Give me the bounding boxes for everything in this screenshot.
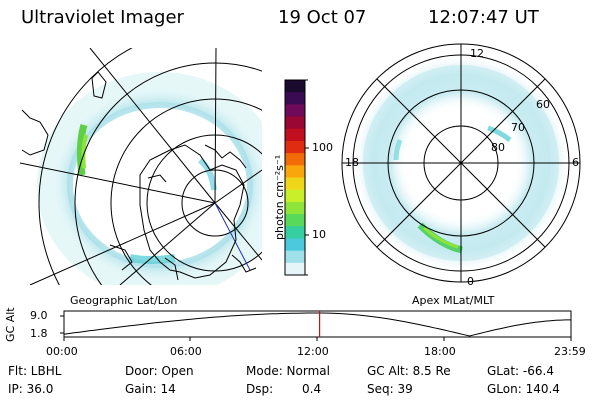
lat-label-60: 60 (536, 98, 550, 111)
status-dsp-label: Dsp: (246, 382, 274, 396)
mlt-label-6: 6 (572, 156, 579, 169)
status-glon: GLon: 140.4 (487, 382, 560, 396)
colorbar-swatch (285, 189, 305, 203)
time-tick-0600: 06:00 (170, 345, 202, 358)
colorbar-swatch (285, 250, 305, 264)
time-tick-1800: 18:00 (424, 345, 456, 358)
time-tick-2359: 23:59 (554, 345, 586, 358)
altitude-strip (60, 310, 572, 341)
geographic-map (20, 48, 262, 285)
status-door: Door: Open (125, 364, 194, 378)
colorbar-swatch (285, 165, 305, 178)
colorbar-unit-label: photon cm⁻²s⁻¹ (273, 154, 286, 240)
colorbar-swatch (285, 177, 305, 191)
colorbar-swatch (285, 153, 305, 166)
lat-label-70: 70 (511, 121, 525, 134)
meridian-lines (20, 48, 262, 285)
altitude-axis-label: GC Alt (4, 307, 17, 342)
status-seq: Seq: 39 (367, 382, 413, 396)
colorbar-swatch (285, 214, 305, 227)
status-gc-alt: GC Alt: 8.5 Re (367, 364, 451, 378)
altitude-curve (63, 312, 571, 337)
coastlines (21, 71, 257, 281)
colorbar-swatch (285, 140, 305, 154)
status-ip: IP: 36.0 (8, 382, 54, 396)
instrument-title: Ultraviolet Imager (21, 7, 184, 28)
mlt-label-18: 18 (345, 156, 359, 169)
altitude-tick-9: 9.0 (30, 309, 48, 322)
aurora-bright-arc (76, 123, 88, 176)
terminator-line (214, 202, 251, 271)
altitude-tick-1-8: 1.8 (30, 327, 48, 340)
colorbar-swatch (285, 238, 305, 252)
polar-panel-label: Apex MLat/MLT (412, 294, 495, 307)
observation-date: 19 Oct 07 (278, 7, 367, 28)
lat-label-80: 80 (491, 141, 505, 154)
observation-time: 12:07:47 UT (428, 7, 539, 28)
mlt-label-12: 12 (470, 47, 484, 60)
time-tick-0000: 00:00 (46, 345, 78, 358)
colorbar-tick-10: 10 (312, 228, 326, 241)
colorbar-swatch (285, 128, 305, 142)
status-gain: Gain: 14 (125, 382, 176, 396)
colorbar-tick-100: 100 (312, 141, 333, 154)
mlt-label-0: 0 (467, 275, 474, 288)
status-dsp-value: 0.4 (302, 382, 322, 396)
polar-mlt-plot (341, 43, 581, 283)
status-mode: Mode: Normal (246, 364, 330, 378)
colorbar-swatch (285, 104, 305, 118)
colorbar-swatch (285, 226, 305, 239)
colorbar-swatch (285, 116, 305, 130)
colorbar (284, 79, 309, 276)
status-filter: Flt: LBHL (8, 364, 62, 378)
geographic-panel-label: Geographic Lat/Lon (70, 294, 178, 307)
colorbar-swatch (285, 80, 305, 93)
colorbar-swatch (285, 201, 305, 215)
colorbar-swatch (285, 92, 305, 105)
colorbar-swatch (285, 262, 305, 276)
status-glat: GLat: -66.4 (487, 364, 554, 378)
time-tick-1200: 12:00 (297, 345, 329, 358)
